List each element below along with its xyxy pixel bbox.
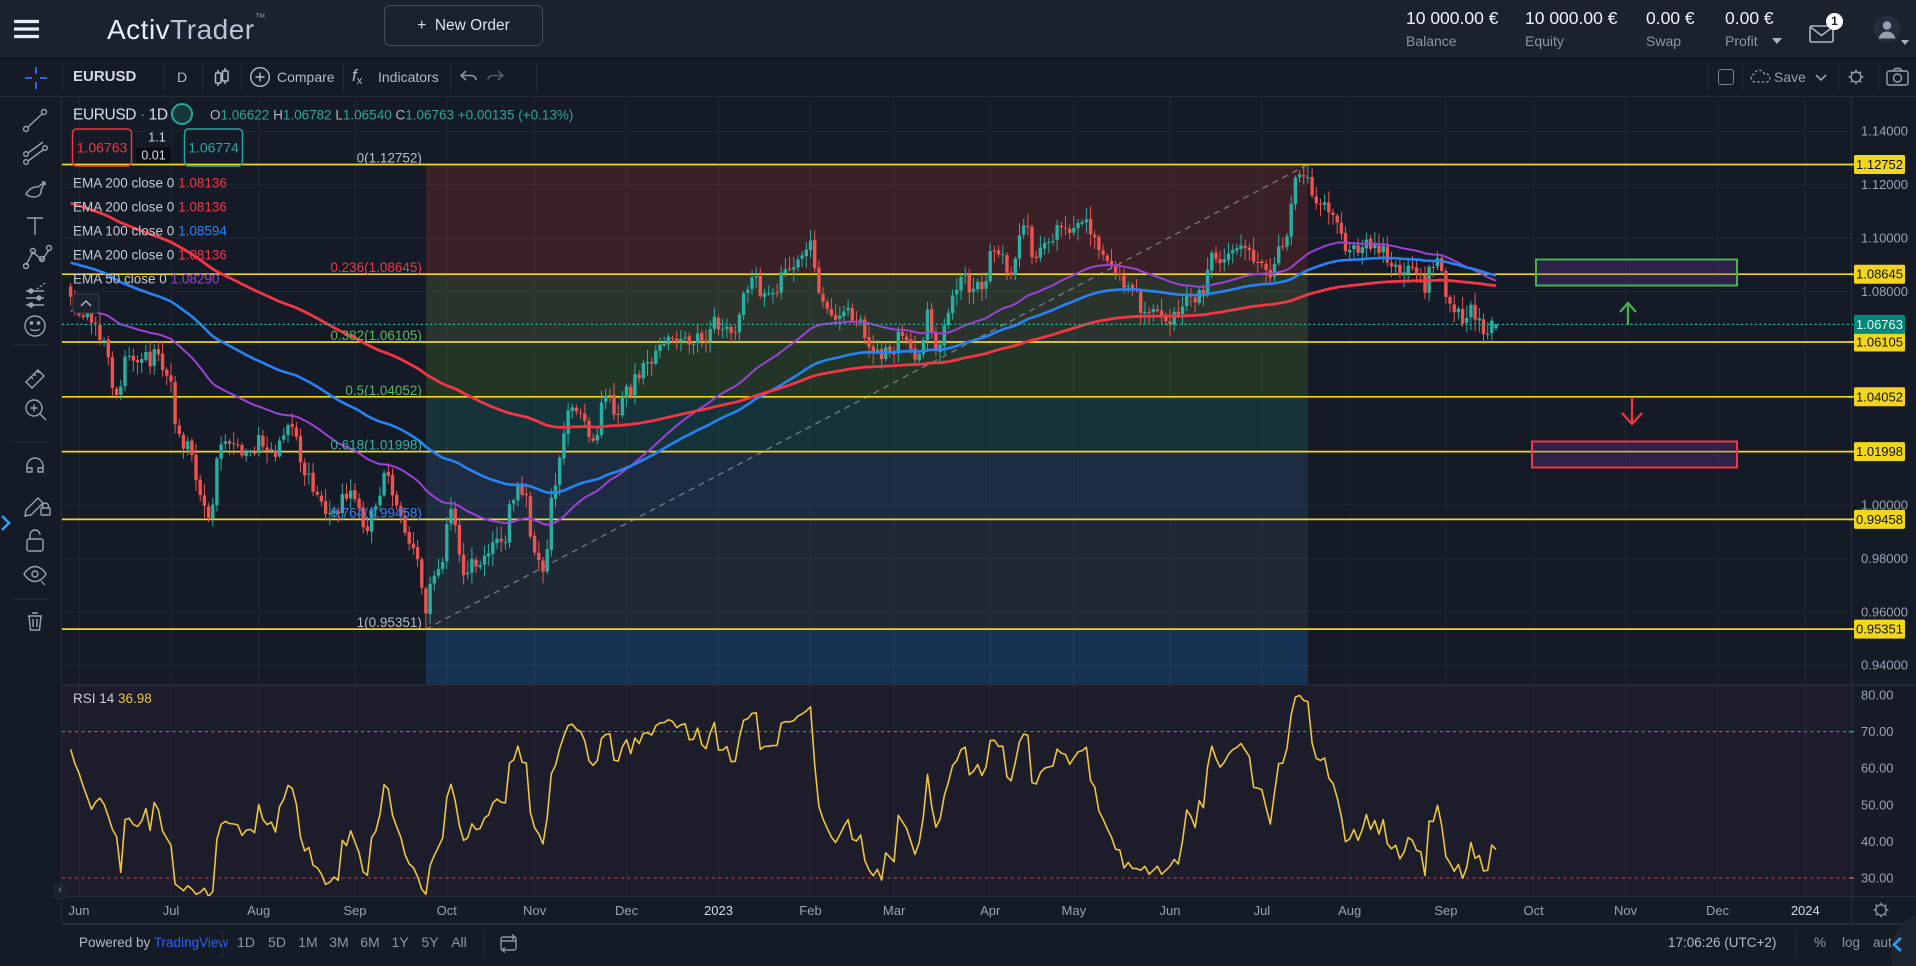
svg-text:0.95351: 0.95351: [1856, 622, 1903, 637]
svg-text:0.5(1.04052): 0.5(1.04052): [345, 383, 422, 398]
svg-text:0.01: 0.01: [141, 149, 165, 163]
svg-text:1.14000: 1.14000: [1861, 124, 1908, 139]
svg-text:Jun: Jun: [69, 903, 90, 918]
svg-text:EMA 200 close 0 1.08136: EMA 200 close 0 1.08136: [73, 200, 227, 215]
svg-text:Aug: Aug: [1338, 903, 1361, 918]
svg-text:Sep: Sep: [343, 903, 366, 918]
svg-text:0.94000: 0.94000: [1861, 658, 1908, 673]
svg-text:Feb: Feb: [799, 903, 821, 918]
svg-text:1.1: 1.1: [148, 131, 165, 145]
svg-text:2024: 2024: [1791, 903, 1820, 918]
svg-text:EURUSD · 1D: EURUSD · 1D: [73, 107, 168, 124]
svg-text:0.236(1.08645): 0.236(1.08645): [330, 260, 422, 275]
svg-text:EMA 50 close 0 1.08290: EMA 50 close 0 1.08290: [73, 272, 219, 287]
svg-text:Aug: Aug: [247, 903, 270, 918]
svg-text:50.00: 50.00: [1861, 797, 1894, 812]
svg-text:1.10000: 1.10000: [1861, 231, 1908, 246]
svg-text:1.12000: 1.12000: [1861, 177, 1908, 192]
svg-text:0.96000: 0.96000: [1861, 604, 1908, 619]
svg-text:RSI 14 36.98: RSI 14 36.98: [73, 691, 152, 706]
svg-text:Sep: Sep: [1434, 903, 1457, 918]
svg-text:1.12752: 1.12752: [1856, 157, 1903, 172]
svg-text:70.00: 70.00: [1861, 724, 1894, 739]
svg-text:Jun: Jun: [1160, 903, 1181, 918]
svg-text:1.06105: 1.06105: [1856, 335, 1903, 350]
svg-text:Oct: Oct: [1523, 903, 1544, 918]
svg-text:1.06763: 1.06763: [77, 140, 128, 156]
svg-text:1.06774: 1.06774: [188, 140, 239, 156]
svg-text:Nov: Nov: [523, 903, 547, 918]
svg-text:EMA 200 close 0 1.08136: EMA 200 close 0 1.08136: [73, 176, 227, 191]
svg-text:0.764(0.99458): 0.764(0.99458): [330, 505, 422, 520]
svg-text:2023: 2023: [704, 903, 733, 918]
svg-text:1.06763: 1.06763: [1856, 317, 1903, 332]
svg-text:Nov: Nov: [1614, 903, 1638, 918]
svg-text:1.08000: 1.08000: [1861, 284, 1908, 299]
svg-text:May: May: [1062, 903, 1087, 918]
svg-text:0.99458: 0.99458: [1856, 512, 1903, 527]
svg-text:30.00: 30.00: [1861, 871, 1894, 886]
svg-text:1.04052: 1.04052: [1856, 389, 1903, 404]
svg-text:1(0.95351): 1(0.95351): [357, 615, 422, 630]
svg-text:Mar: Mar: [883, 903, 906, 918]
svg-text:60.00: 60.00: [1861, 761, 1894, 776]
svg-text:Jul: Jul: [1254, 903, 1271, 918]
svg-text:Jul: Jul: [163, 903, 180, 918]
svg-text:Dec: Dec: [615, 903, 639, 918]
svg-text:0.618(1.01998): 0.618(1.01998): [330, 438, 422, 453]
svg-text:0.98000: 0.98000: [1861, 551, 1908, 566]
svg-text:0.382(1.06105): 0.382(1.06105): [330, 328, 422, 343]
svg-text:Dec: Dec: [1706, 903, 1730, 918]
svg-text:0(1.12752): 0(1.12752): [357, 151, 422, 166]
svg-text:EMA 200 close 0 1.08136: EMA 200 close 0 1.08136: [73, 248, 227, 263]
svg-text:1.01998: 1.01998: [1856, 444, 1903, 459]
svg-text:1.00000: 1.00000: [1861, 498, 1908, 513]
svg-text:Apr: Apr: [980, 903, 1001, 918]
svg-text:O1.06622 H1.06782 L1.06540 C1.: O1.06622 H1.06782 L1.06540 C1.06763 +0.0…: [210, 108, 573, 123]
svg-text:40.00: 40.00: [1861, 834, 1894, 849]
svg-text:Oct: Oct: [437, 903, 458, 918]
svg-text:1.08645: 1.08645: [1856, 267, 1903, 282]
svg-text:EMA 100 close 0 1.08594: EMA 100 close 0 1.08594: [73, 224, 227, 239]
svg-text:80.00: 80.00: [1861, 688, 1894, 703]
